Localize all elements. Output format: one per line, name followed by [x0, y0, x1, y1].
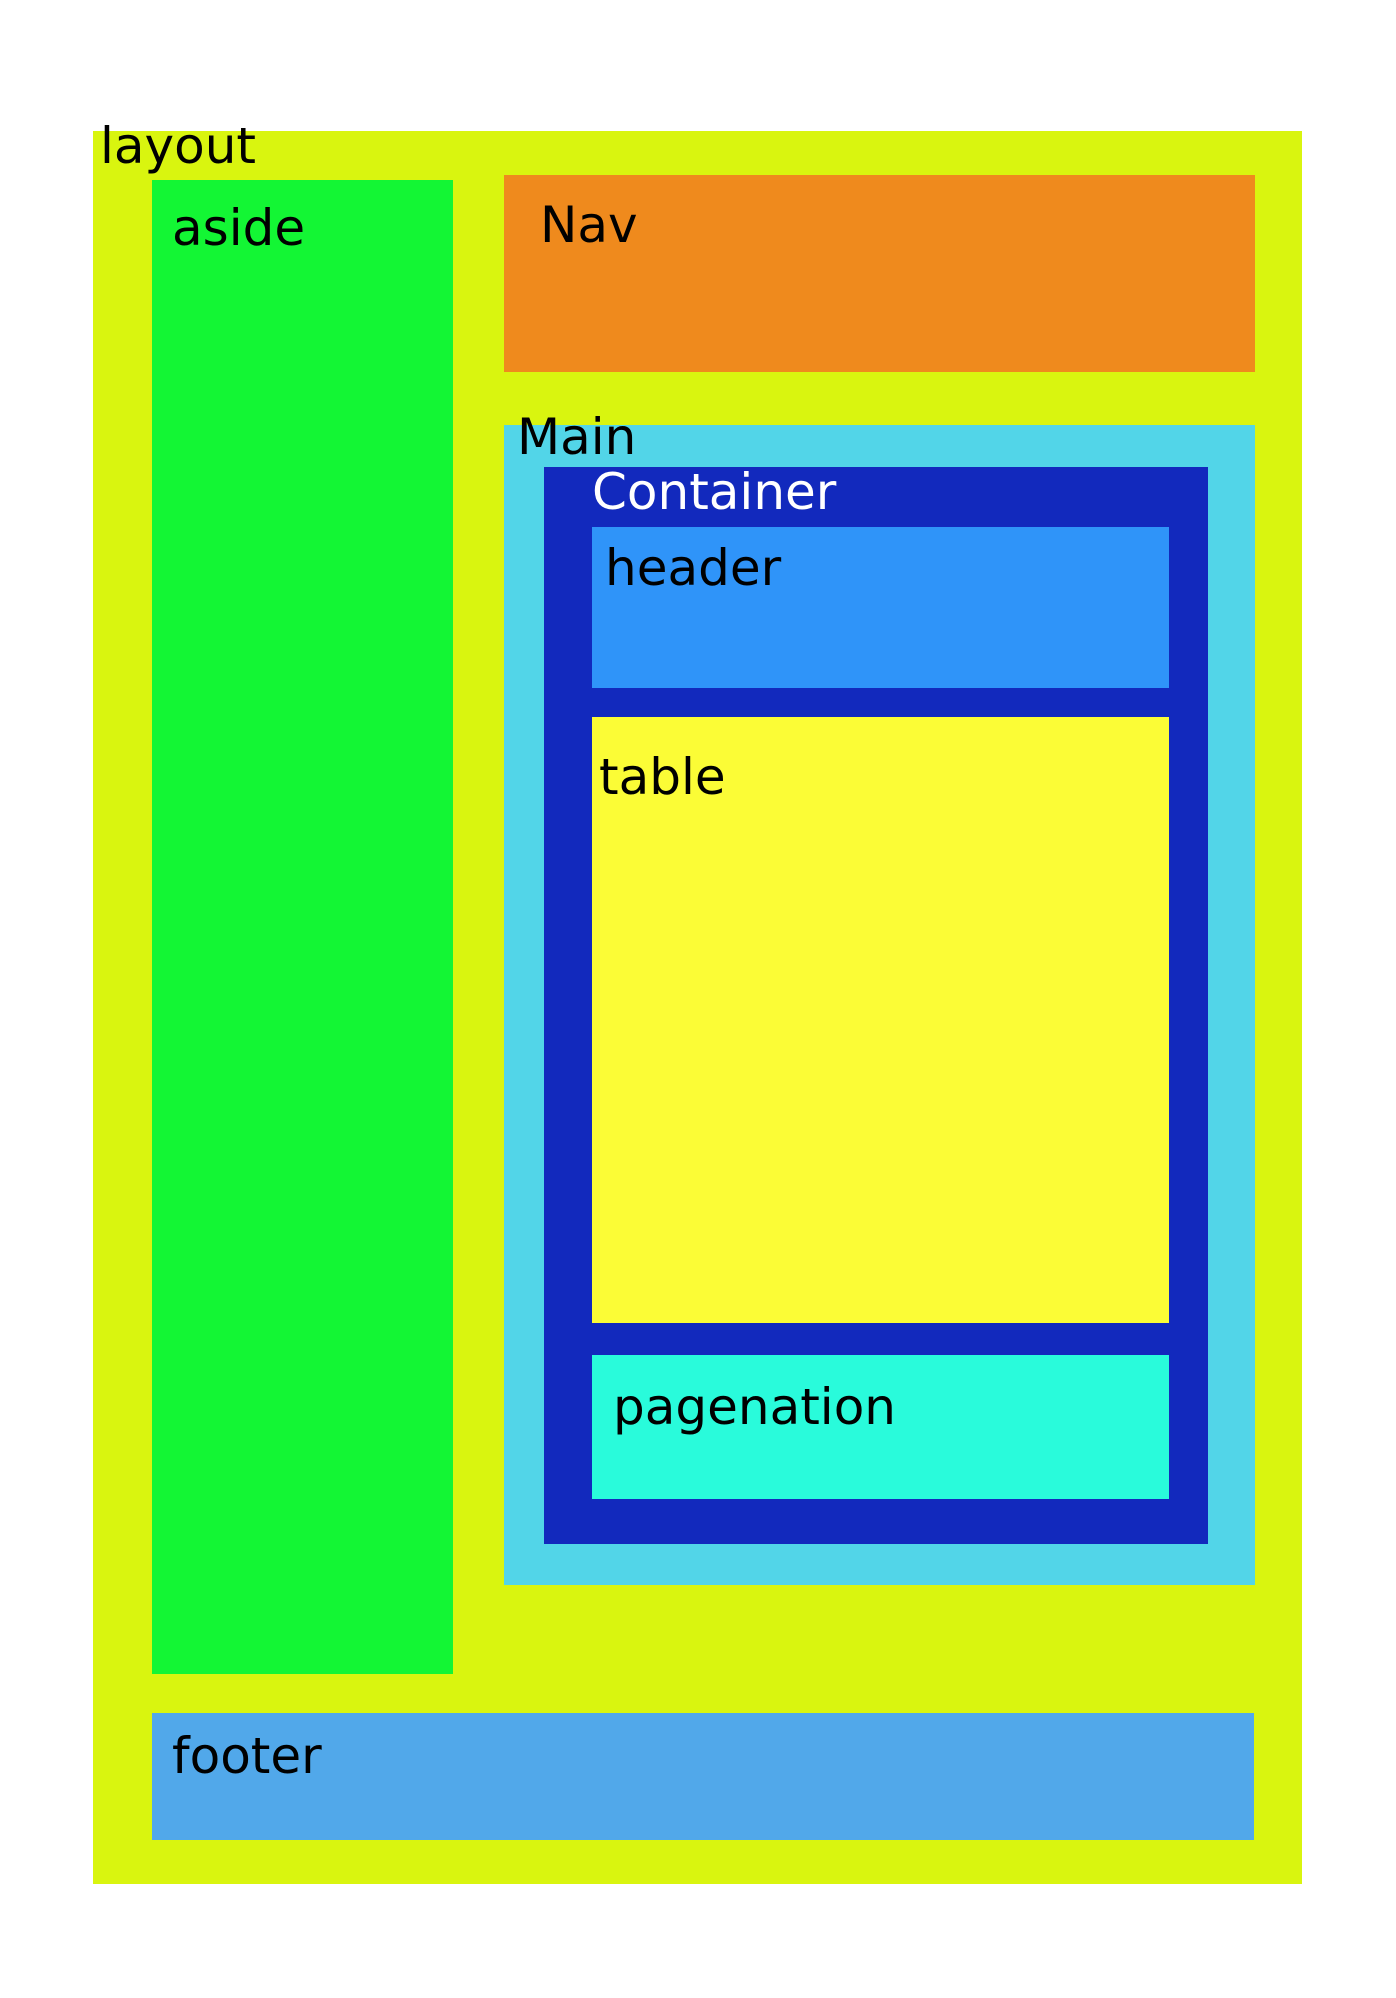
aside-region	[152, 180, 453, 1674]
nav-region	[504, 175, 1255, 372]
table-region	[592, 717, 1169, 1323]
header-label: header	[605, 539, 782, 597]
header-region	[592, 527, 1169, 688]
footer-region	[152, 1713, 1254, 1840]
nav-label: Nav	[540, 196, 638, 254]
container-label: Container	[592, 463, 837, 521]
footer-label: footer	[172, 1727, 322, 1785]
pagination-region	[592, 1355, 1169, 1499]
pagination-label: pagenation	[613, 1378, 896, 1436]
layout-label: layout	[100, 117, 257, 175]
table-label: table	[599, 748, 726, 806]
aside-label: aside	[172, 199, 306, 257]
main-label: Main	[517, 408, 637, 466]
